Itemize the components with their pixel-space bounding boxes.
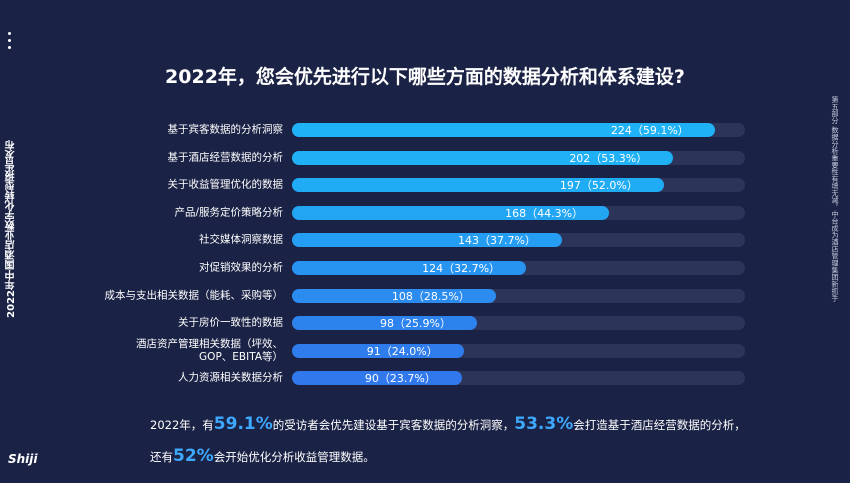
highlight-percent: 52% bbox=[173, 446, 214, 466]
value-label: 108（28.5%） bbox=[391, 289, 470, 303]
value-label: 124（32.7%） bbox=[422, 262, 501, 275]
category-label: 基于酒店经营数据的分析 bbox=[167, 151, 284, 164]
value-label: 224（59.1%） bbox=[610, 124, 689, 137]
chart-title: 2022年，您会优先进行以下哪些方面的数据分析和体系建设? bbox=[165, 66, 685, 88]
summary-text: 2022年，有 bbox=[150, 418, 214, 432]
value-label: 91（24.0%） bbox=[366, 344, 438, 358]
bar bbox=[292, 343, 464, 358]
category-label: 关于收益管理优化的数据 bbox=[167, 178, 284, 191]
category-label: 对促销效果的分析 bbox=[199, 261, 283, 274]
logo: Shiji bbox=[8, 452, 38, 466]
summary-text: 会开始优化分析收益管理数据。 bbox=[213, 450, 375, 464]
value-label: 98（25.9%） bbox=[380, 317, 451, 331]
bar bbox=[292, 316, 477, 331]
value-label: 168（44.3%） bbox=[505, 206, 584, 220]
category-label: 酒店资产管理相关数据（坪效、 GOP、EBITA等） bbox=[136, 337, 283, 363]
category-label: 产品/服务定价策略分析 bbox=[174, 206, 283, 219]
value-label: 143（37.7%） bbox=[457, 234, 536, 248]
bar bbox=[292, 123, 715, 137]
category-label: 人力资源相关数据分析 bbox=[178, 371, 283, 384]
category-label: 成本与支出相关数据（能耗、采购等） bbox=[104, 289, 284, 302]
summary-text: 的受访者会优先建设基于宾客数据的分析洞察， bbox=[272, 418, 515, 432]
highlight-percent: 59.1% bbox=[213, 414, 273, 434]
category-label: 关于房价一致性的数据 bbox=[178, 316, 283, 329]
bar bbox=[292, 205, 610, 220]
value-label: 202（53.3%） bbox=[569, 151, 648, 165]
side-title: 2022年中国酒店业数字化转型报告发布 bbox=[6, 140, 17, 318]
bar bbox=[292, 261, 527, 275]
bar bbox=[292, 150, 674, 165]
value-label: 197（52.0%） bbox=[559, 179, 638, 193]
summary-line: 2022年，有59.1%的受访者会优先建设基于宾客数据的分析洞察，53.3%会打… bbox=[150, 414, 746, 434]
summary-text: 还有 bbox=[150, 450, 173, 464]
bar bbox=[292, 288, 496, 303]
category-label: 基于宾客数据的分析洞察 bbox=[167, 123, 284, 136]
bar bbox=[292, 371, 462, 386]
section-note: 第五部分 数据分析重要性有增无减，中台成为酒店管理集团新抓手 bbox=[831, 96, 839, 302]
value-label: 90（23.7%） bbox=[364, 372, 436, 386]
summary-text: 会打造基于酒店经营数据的分析， bbox=[573, 418, 746, 432]
highlight-percent: 53.3% bbox=[514, 414, 574, 434]
category-label: 社交媒体洞察数据 bbox=[199, 233, 283, 246]
bar bbox=[292, 178, 664, 193]
bar bbox=[292, 233, 562, 248]
menu-dots bbox=[8, 32, 12, 49]
summary-line: 还有52%会开始优化分析收益管理数据。 bbox=[150, 446, 375, 466]
